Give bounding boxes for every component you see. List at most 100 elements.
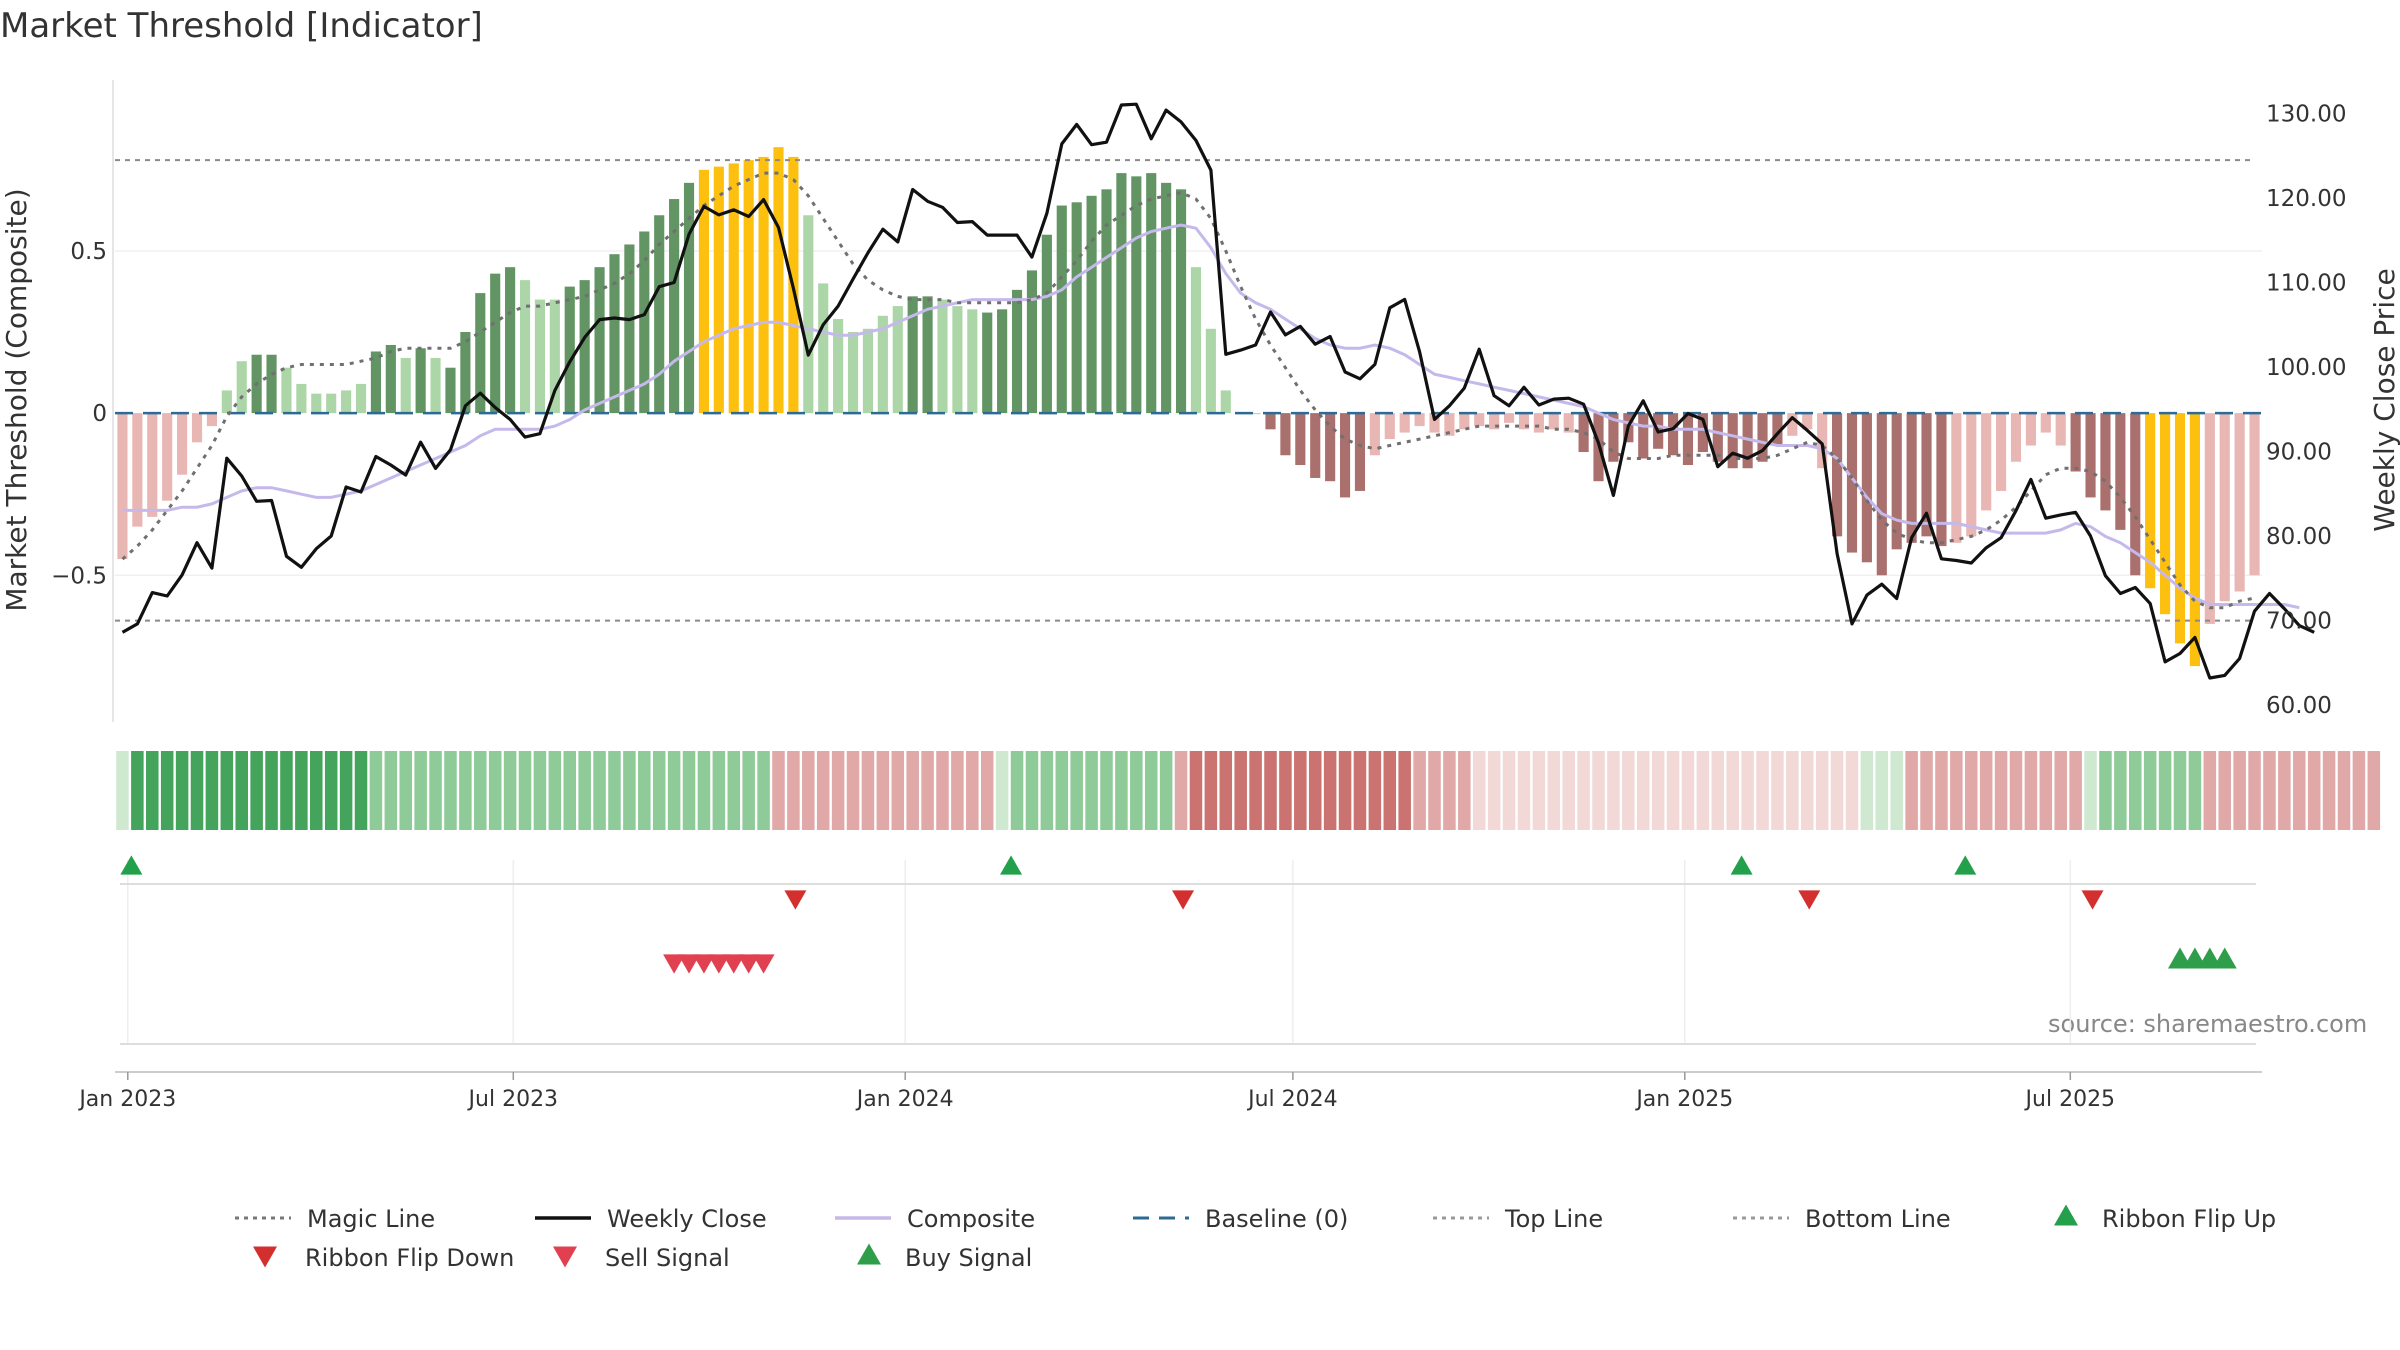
composite-bar: [341, 390, 352, 414]
ribbon-cell: [384, 751, 398, 830]
y-tick-right: 120.00: [2266, 186, 2346, 212]
legend-label: Baseline (0): [1205, 1205, 1348, 1233]
ribbon-cell: [2054, 751, 2067, 830]
y-tick-right: 90.00: [2266, 439, 2332, 465]
composite-bar: [1399, 413, 1410, 433]
sell-signal-marker: [722, 954, 745, 974]
ribbon-cell: [1964, 751, 1978, 830]
x-tick-label: Jan 2025: [1634, 1087, 1733, 1112]
composite-bar: [2115, 413, 2126, 530]
ribbon-cell: [474, 751, 487, 830]
composite-bar: [1891, 413, 1902, 550]
x-tick-label: Jul 2024: [1246, 1087, 1338, 1112]
ribbon-cell: [1577, 751, 1590, 830]
ribbon-cell: [891, 751, 905, 830]
ribbon-cell: [1413, 751, 1426, 830]
ribbon-cell: [1935, 751, 1948, 830]
x-tick-label: Jul 2025: [2024, 1087, 2116, 1112]
legend-label: Top Line: [1504, 1205, 1603, 1233]
y-tick-left: −0.5: [51, 563, 107, 589]
composite-bar: [952, 306, 963, 414]
ribbon-flip-down-marker: [1172, 890, 1195, 910]
ribbon-cell: [1979, 751, 1993, 830]
composite-bar: [1369, 413, 1380, 456]
composite-bar: [549, 299, 560, 414]
composite-bar: [519, 280, 531, 414]
legend-label: Weekly Close: [607, 1205, 767, 1233]
ribbon-cell: [2233, 751, 2246, 830]
grid-layer: [115, 250, 2262, 577]
composite-bar: [475, 293, 486, 414]
composite-bar: [2100, 413, 2111, 511]
ribbon-cell: [667, 751, 681, 830]
composite-bar: [1548, 413, 1559, 430]
composite-bar: [2070, 413, 2081, 472]
composite-bar: [1280, 413, 1291, 456]
ribbon-cell: [414, 751, 427, 830]
composite-bar: [236, 361, 247, 414]
legend-label: Buy Signal: [905, 1244, 1032, 1272]
ribbon-cell: [593, 751, 606, 830]
ribbon-cell: [1950, 751, 1963, 830]
composite-bar: [147, 413, 158, 517]
ribbon-cell: [2084, 751, 2097, 830]
composite-bar: [1996, 413, 2007, 491]
ribbon-cell: [310, 751, 323, 830]
ribbon-cell: [2143, 751, 2157, 830]
ribbon-cell: [831, 751, 845, 830]
legend-label: Magic Line: [307, 1205, 435, 1233]
ribbon-cell: [265, 751, 278, 830]
ribbon-cell: [757, 751, 770, 830]
ribbon-cell: [1696, 751, 1710, 830]
composite-bar: [713, 166, 724, 414]
x-tick-label: Jul 2023: [467, 1087, 559, 1112]
ribbon-cell: [623, 751, 636, 830]
composite-bar: [579, 280, 590, 414]
legend-swatch: [2054, 1204, 2078, 1226]
composite-bar: [2010, 413, 2022, 462]
ribbon-cell: [876, 751, 890, 830]
ribbon-cell: [1264, 751, 1277, 830]
ribbon-cell: [429, 751, 442, 830]
composite-bar: [2174, 413, 2186, 644]
composite-bar: [937, 299, 948, 414]
y-tick-left: 0: [92, 401, 107, 427]
composite-bar: [266, 354, 277, 414]
ribbon-cell: [742, 751, 755, 830]
ribbon-cell: [503, 751, 517, 830]
composite-bar: [2025, 413, 2036, 446]
signal-rows: [120, 855, 2256, 1045]
composite-bar: [1682, 413, 1694, 465]
ribbon-cell: [190, 751, 204, 830]
ribbon-cell: [2218, 751, 2231, 830]
ribbon-cell: [2009, 751, 2023, 830]
ribbon-cell: [1383, 751, 1397, 830]
composite-bar: [877, 315, 888, 414]
composite-bar: [2160, 413, 2171, 615]
legend-item: Top Line: [1433, 1205, 1603, 1233]
composite-bar: [1697, 413, 1708, 453]
composite-bar: [326, 393, 337, 414]
composite-bar: [862, 328, 874, 414]
composite-bar: [1787, 413, 1798, 436]
ribbon-cell: [1294, 751, 1307, 830]
composite-bar: [892, 306, 903, 414]
legend-swatch: [253, 1246, 277, 1268]
ribbon-cell: [2367, 751, 2381, 830]
composite-bar: [639, 231, 650, 414]
ribbon-cell: [235, 751, 248, 830]
ribbon-cell: [1487, 751, 1501, 830]
legend-item: Ribbon Flip Up: [2054, 1204, 2276, 1233]
composite-bar: [1161, 182, 1172, 414]
composite-bar: [1265, 413, 1276, 430]
y-tick-right: 110.00: [2266, 270, 2346, 296]
legend-item: Magic Line: [235, 1205, 435, 1233]
ribbon-cell: [1308, 751, 1322, 830]
composite-bar: [624, 244, 635, 414]
composite-bar: [490, 273, 501, 414]
ribbon-cell: [205, 751, 219, 830]
ribbon-cell: [1249, 751, 1262, 830]
ribbon-cell: [459, 751, 472, 830]
ribbon-cell: [1100, 751, 1113, 830]
